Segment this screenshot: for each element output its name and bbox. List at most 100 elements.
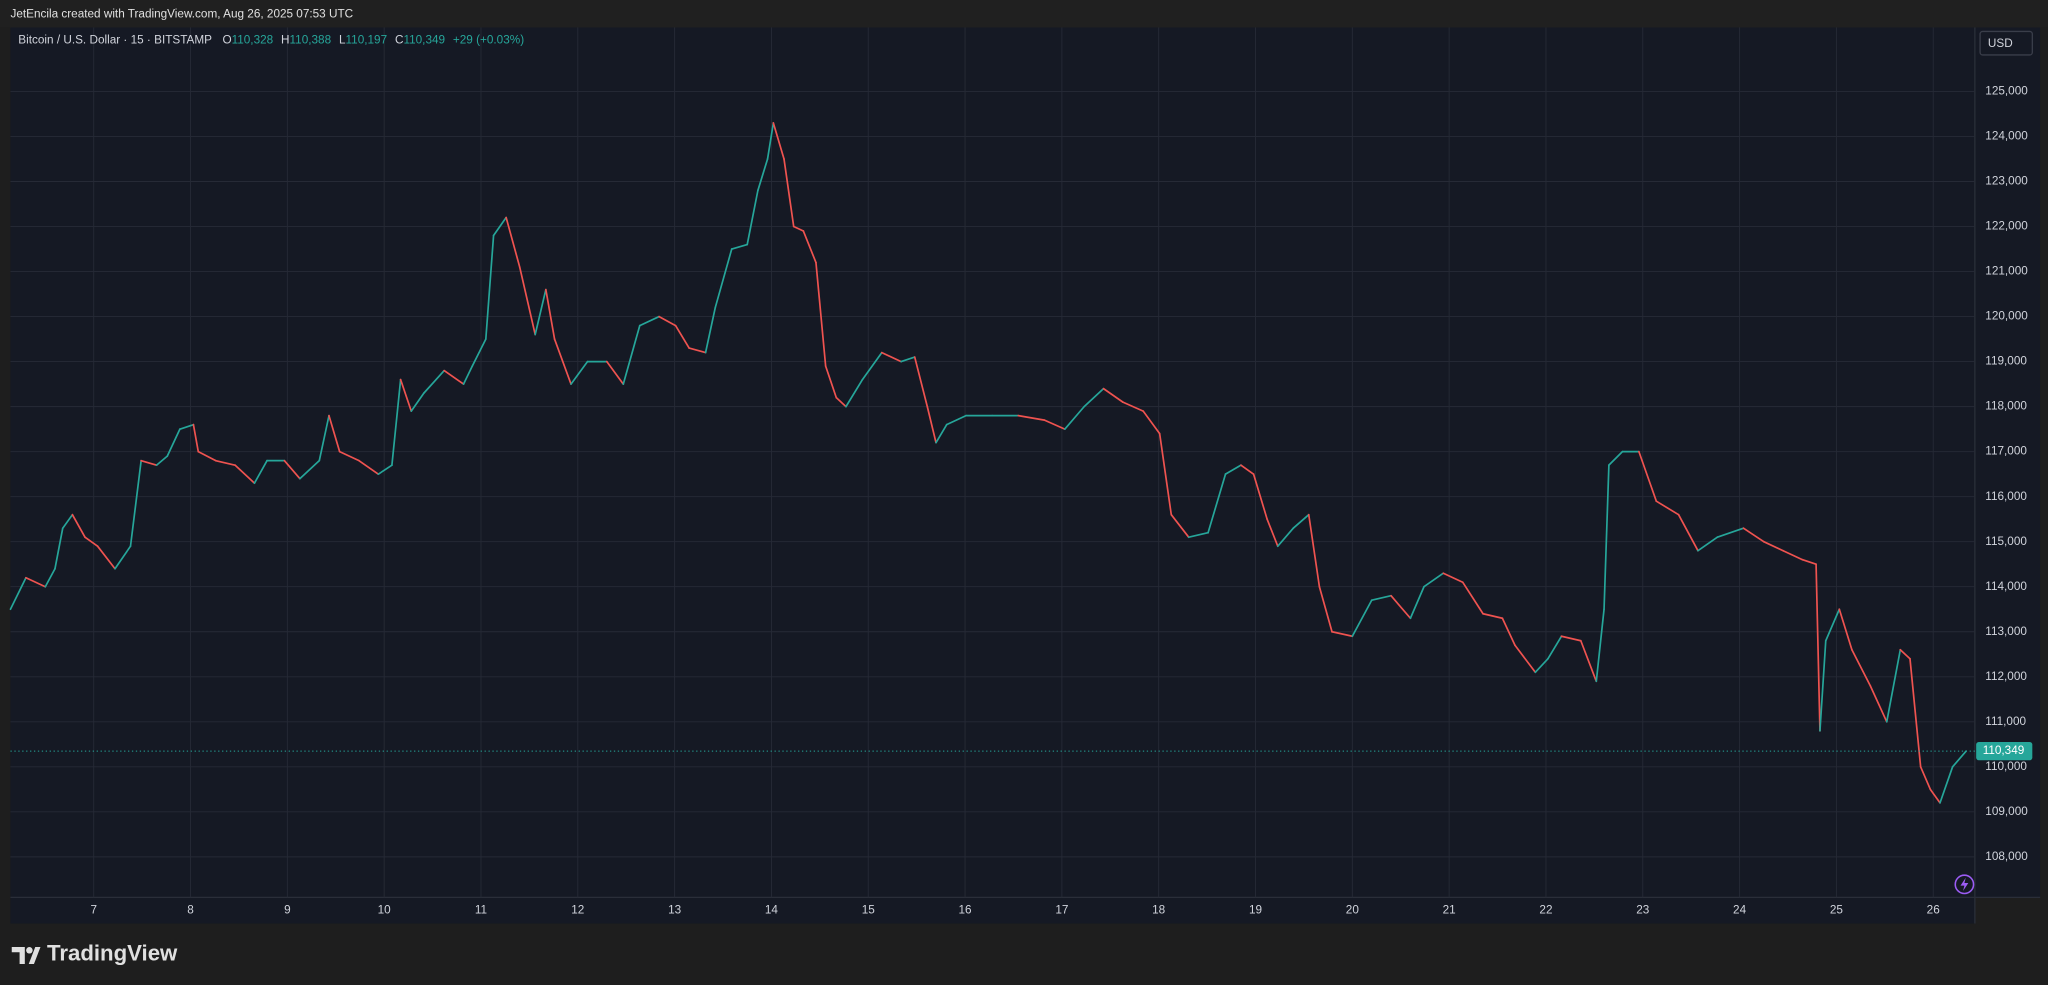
y-tick-label: 122,000 bbox=[1985, 220, 2028, 233]
price-segment bbox=[845, 378, 864, 408]
price-segment bbox=[462, 365, 474, 385]
price-segment bbox=[1801, 558, 1817, 566]
symbol-legend: Bitcoin / U.S. Dollar · 15 · BITSTAMP O11… bbox=[18, 34, 524, 47]
price-segment bbox=[861, 351, 883, 381]
price-segment bbox=[299, 459, 321, 480]
top-bar bbox=[0, 0, 2048, 28]
y-tick-label: 118,000 bbox=[1985, 400, 2027, 413]
price-segment bbox=[1608, 450, 1624, 467]
brand-logo bbox=[11, 947, 41, 965]
price-segment bbox=[54, 527, 64, 570]
time-axis bbox=[10, 897, 1975, 924]
x-tick-label: 10 bbox=[378, 904, 392, 917]
y-tick-label: 113,000 bbox=[1985, 625, 2027, 638]
price-segment bbox=[179, 423, 195, 430]
price-segment bbox=[1083, 387, 1105, 408]
price-segment bbox=[730, 243, 749, 250]
ohlc-key: O bbox=[222, 34, 231, 47]
price-segment bbox=[1560, 635, 1582, 642]
price-segment bbox=[484, 234, 495, 340]
price-segment bbox=[1697, 536, 1719, 552]
price-segment bbox=[622, 324, 641, 385]
price-segment bbox=[534, 288, 547, 336]
price-segment bbox=[1851, 648, 1872, 687]
price-segment bbox=[1461, 581, 1484, 615]
price-segment bbox=[913, 356, 929, 408]
price-segment bbox=[1815, 563, 1821, 732]
y-tick-label: 114,000 bbox=[1985, 580, 2027, 593]
price-segment bbox=[1742, 527, 1765, 543]
price-segment bbox=[166, 428, 181, 458]
price-segment bbox=[505, 216, 521, 268]
price-segment bbox=[746, 189, 759, 246]
price-segment bbox=[234, 464, 256, 485]
alert-bolt bbox=[1960, 877, 1969, 891]
price-segment bbox=[1534, 657, 1549, 674]
price-segment bbox=[815, 261, 827, 367]
y-tick-label: 123,000 bbox=[1985, 175, 2028, 188]
price-segment bbox=[1318, 585, 1333, 633]
currency-box[interactable] bbox=[1979, 30, 2033, 56]
grid bbox=[10, 27, 1975, 898]
price-segment bbox=[96, 545, 116, 570]
y-tick-label: 117,000 bbox=[1985, 445, 2027, 458]
price-segment bbox=[1677, 513, 1699, 552]
price-segment bbox=[757, 158, 769, 192]
x-tick-label: 7 bbox=[90, 904, 97, 917]
price-segment bbox=[214, 459, 236, 467]
price-segment bbox=[1351, 599, 1373, 638]
alert-icon[interactable] bbox=[1954, 874, 1975, 895]
price-segment bbox=[935, 423, 948, 444]
price-segment bbox=[1579, 639, 1598, 683]
price-segment bbox=[792, 225, 805, 232]
price-segment bbox=[492, 216, 507, 237]
x-tick-label: 22 bbox=[1539, 904, 1552, 917]
price-segment bbox=[638, 315, 660, 327]
price-segment bbox=[1638, 450, 1658, 503]
price-segment bbox=[1762, 540, 1785, 552]
price-segment bbox=[140, 459, 158, 467]
y-tick-label: 108,000 bbox=[1985, 850, 2028, 863]
y-tick-label: 119,000 bbox=[1985, 355, 2027, 368]
y-tick-label: 112,000 bbox=[1985, 670, 2027, 683]
axis-labels: 108,000 109,000 110,000 111,000 112,000 113,0… bbox=[90, 85, 2033, 917]
price-segment bbox=[1951, 750, 1967, 768]
y-tick-label: 111,000 bbox=[1985, 715, 2026, 728]
price-segment bbox=[410, 392, 425, 412]
x-tick-label: 15 bbox=[862, 904, 876, 917]
x-tick-label: 24 bbox=[1733, 904, 1747, 917]
y-tick-label: 125,000 bbox=[1985, 85, 2028, 98]
price-segment bbox=[1102, 387, 1124, 403]
price-segment bbox=[391, 378, 402, 467]
price-segment bbox=[518, 266, 537, 336]
price-segment bbox=[1929, 788, 1941, 804]
price-segment bbox=[766, 122, 775, 160]
price-segment bbox=[358, 459, 380, 476]
y-tick-label: 116,000 bbox=[1985, 490, 2027, 503]
price-segment bbox=[1292, 513, 1310, 530]
price-segment bbox=[570, 360, 589, 385]
price-segment bbox=[1909, 657, 1922, 768]
price-segment bbox=[283, 459, 301, 480]
x-tick-label: 20 bbox=[1346, 904, 1360, 917]
price-segment bbox=[544, 288, 556, 340]
x-tick-label: 16 bbox=[959, 904, 973, 917]
y-tick-label: 109,000 bbox=[1985, 805, 2028, 818]
price-segment bbox=[802, 230, 817, 264]
x-tick-label: 11 bbox=[475, 904, 487, 917]
price-segment bbox=[71, 513, 86, 539]
price-segment bbox=[1939, 765, 1954, 804]
logo-mark bbox=[11, 947, 41, 965]
price-segment bbox=[772, 122, 785, 160]
price-segment bbox=[605, 360, 625, 385]
price-segment bbox=[783, 158, 795, 228]
price-segment bbox=[704, 306, 717, 354]
price-segment bbox=[1142, 410, 1161, 435]
price-segment bbox=[1390, 594, 1412, 620]
price-segment bbox=[25, 576, 47, 588]
price-segment bbox=[1423, 572, 1445, 588]
x-tick-label: 13 bbox=[668, 904, 682, 917]
price-segment bbox=[328, 414, 341, 453]
price-segment bbox=[1838, 608, 1853, 651]
